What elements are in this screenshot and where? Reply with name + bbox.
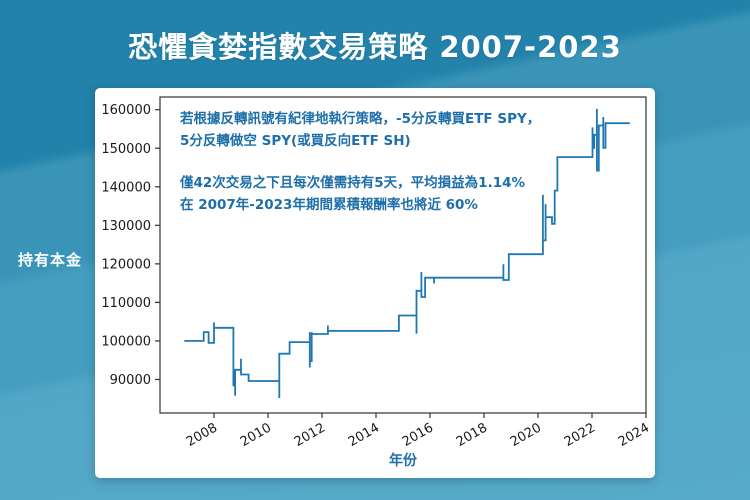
y-tick-label: 120000: [101, 257, 151, 272]
y-tick-label: 110000: [101, 296, 151, 311]
y-tick-label: 150000: [101, 142, 151, 157]
y-tick-label: 140000: [101, 180, 151, 195]
annotation-performance: 僅42次交易之下且每次僅需持有5天，平均損益為1.14% 在 2007年-202…: [180, 172, 610, 216]
plot-frame: [159, 96, 647, 414]
x-axis-label: 年份: [389, 453, 417, 469]
x-tick-label: 2018: [454, 420, 490, 450]
y-tick-label: 130000: [101, 219, 151, 234]
x-tick-label: 2008: [184, 420, 220, 450]
chart-annotation: 若根據反轉訊號有紀律地執行策略，-5分反轉買ETF SPY， 5分反轉做空 SP…: [180, 108, 610, 236]
y-axis-label: 持有本金: [18, 251, 83, 269]
x-tick-label: 2022: [562, 420, 598, 450]
y-tick-label: 100000: [101, 334, 151, 349]
x-tick-label: 2016: [400, 420, 436, 450]
annotation-line-3: 僅42次交易之下且每次僅需持有5天，平均損益為1.14%: [180, 175, 526, 191]
annotation-line-4: 在 2007年-2023年期間累積報酬率也將近 60%: [180, 197, 478, 213]
x-tick-label: 2010: [238, 420, 274, 450]
chart-card: 2008 2010 2012 2014 2016 2018 2020 2022 2024 9000…: [95, 88, 655, 478]
y-tick-label: 160000: [101, 103, 151, 118]
x-tick-label: 2020: [508, 420, 544, 450]
x-tick-label: 2012: [292, 420, 328, 450]
annotation-line-1: 若根據反轉訊號有紀律地執行策略，-5分反轉買ETF SPY，: [180, 111, 541, 127]
equity-line: [184, 108, 630, 398]
x-tick-label: 2014: [346, 420, 382, 450]
y-tick-label: 90000: [110, 373, 151, 388]
equity-curve-chart: 2008 2010 2012 2014 2016 2018 2020 2022 2024 9000…: [101, 96, 652, 450]
x-tick-label: 2024: [616, 420, 652, 450]
page-title: 恐懼貪婪指數交易策略 2007-2023: [128, 30, 622, 64]
annotation-strategy: 若根據反轉訊號有紀律地執行策略，-5分反轉買ETF SPY， 5分反轉做空 SP…: [180, 108, 610, 152]
annotation-line-2: 5分反轉做空 SPY(或買反向ETF SH): [180, 133, 411, 149]
